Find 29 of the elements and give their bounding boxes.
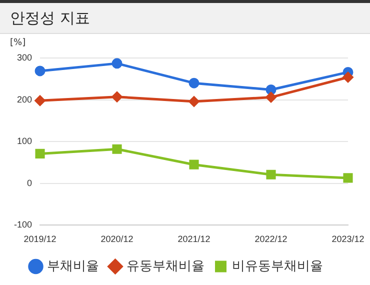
point: [266, 170, 276, 180]
legend-label: 부채비율: [46, 258, 99, 274]
point: [188, 96, 200, 107]
point: [342, 72, 354, 82]
y-axis-title: [%]: [10, 38, 26, 48]
x-tick-label: 2022/12: [254, 234, 288, 244]
point: [343, 173, 353, 183]
point: [189, 160, 199, 170]
point: [34, 66, 46, 76]
x-tick-label: 2019/12: [24, 234, 56, 244]
point: [34, 95, 46, 106]
legend-label: 유동부채비율: [126, 258, 204, 274]
point: [35, 148, 45, 159]
y-tick-label: -100: [14, 220, 32, 230]
point: [112, 92, 122, 102]
chart-title: 안정성 지표: [0, 0, 370, 34]
x-tick-label: 2020/12: [100, 234, 134, 244]
legend-label: 비유동부채비율: [232, 258, 323, 274]
point: [112, 58, 122, 69]
x-tick-label: 2021/12: [178, 234, 210, 244]
point: [266, 92, 276, 103]
point: [112, 144, 122, 154]
point: [266, 84, 276, 96]
x-tick-label: 2023/12: [332, 234, 364, 244]
y-tick-label: 200: [16, 94, 32, 104]
y-tick-label: 300: [16, 52, 32, 62]
point: [188, 78, 200, 88]
y-tick-label: 0: [27, 178, 32, 188]
y-tick-label: 100: [16, 136, 32, 146]
